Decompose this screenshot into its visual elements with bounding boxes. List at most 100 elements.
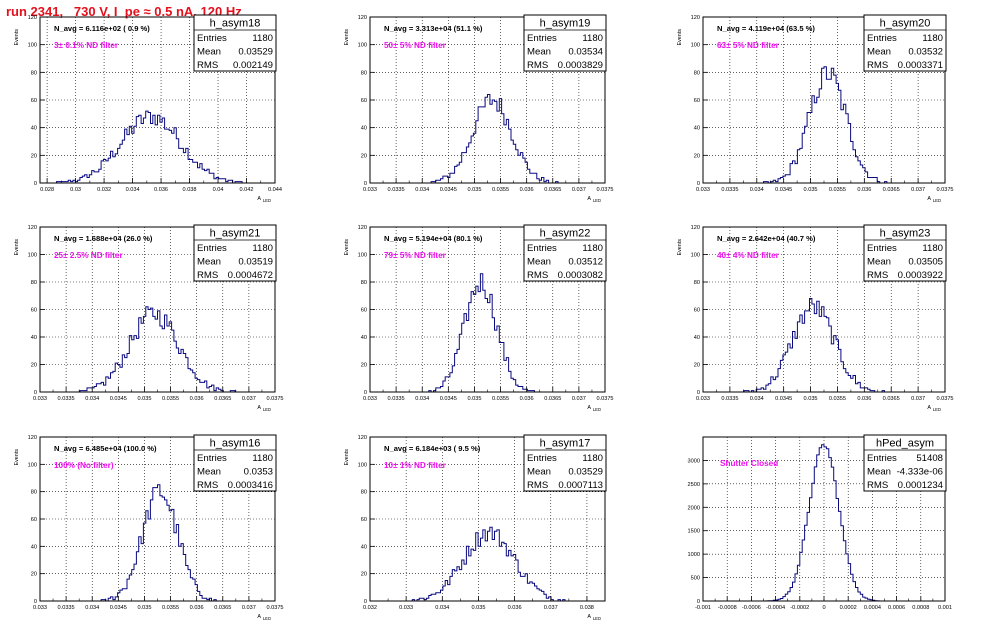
stats-title: h_asym16 (210, 438, 261, 450)
histogram-line (370, 526, 605, 602)
stats-label: Entries (867, 243, 897, 254)
x-tick-label: 0.036 (190, 396, 204, 402)
histogram-pad-h_asym17: 0.032 0.033 0.034 0.035 0.036 0.037 0.038 0 20 40… (344, 434, 607, 621)
x-tick-label: 0.0375 (936, 396, 953, 402)
y-tick-label: 120 (358, 15, 367, 21)
histogram-pad-h_asym16: 0.033 0.0335 0.034 0.0345 0.035 0.0355 0.036 0.… (14, 434, 284, 621)
x-tick-label: 0.0365 (883, 187, 900, 193)
stats-label: Mean (527, 257, 551, 268)
y-tick-label: 0 (364, 599, 367, 605)
stats-value: 0.03529 (238, 47, 273, 58)
stats-box (193, 14, 277, 72)
x-tick-label: 0.033 (363, 187, 377, 193)
y-tick-label: 1000 (688, 552, 700, 558)
stats-label: Mean (197, 257, 221, 268)
stats-label: RMS (197, 60, 218, 71)
stats-label: Entries (197, 453, 227, 464)
y-tick-label: 80 (361, 490, 367, 496)
stats-title: h_asym19 (540, 18, 591, 30)
stats-label: Mean (197, 47, 221, 58)
stats-label: Entries (197, 33, 227, 44)
x-tick-label: 0.04 (213, 187, 224, 193)
x-tick-label: 0.0335 (388, 396, 405, 402)
x-axis-title-sub: LED (263, 616, 271, 621)
x-axis-title: A (927, 405, 931, 411)
y-tick-label: 80 (694, 70, 700, 76)
y-tick-label: 100 (358, 462, 367, 468)
x-tick-label: 0.034 (750, 187, 764, 193)
x-tick-label: 0.037 (544, 605, 558, 611)
y-axis-title: Events (677, 29, 683, 46)
x-tick-label: 0.034 (750, 396, 764, 402)
y-tick-label: 20 (361, 572, 367, 578)
y-axis-title: Events (14, 29, 20, 46)
stats-value: 0.0003371 (898, 60, 943, 71)
x-axis-title: A (587, 614, 591, 620)
stats-value: 0.0003416 (228, 480, 273, 491)
filter-annotation: Shutter Closed (720, 459, 778, 468)
filter-annotation: 10± 1% ND filter (384, 461, 447, 470)
x-tick-label: 0.034 (415, 187, 429, 193)
navg-label: N_avg = 5.194e+04 (80.1 %) (384, 234, 483, 243)
stats-value: 0.03532 (908, 47, 943, 58)
y-tick-label: 40 (361, 126, 367, 132)
x-tick-label: 0.036 (190, 605, 204, 611)
stats-label: RMS (527, 270, 548, 281)
x-tick-label: 0.001 (938, 605, 952, 611)
histogram-pad-h_asym18: 0.028 0.03 0.032 0.034 0.036 0.038 0.04 0.042 0.… (14, 14, 282, 203)
x-tick-label: 0.03 (70, 187, 81, 193)
stats-value: 0.0353 (244, 467, 273, 478)
x-tick-label: 0.042 (240, 187, 254, 193)
stats-value: 0.0007113 (558, 480, 603, 491)
x-tick-label: 0.035 (137, 396, 151, 402)
stats-title: h_asym23 (880, 228, 931, 240)
stats-label: RMS (867, 60, 888, 71)
y-axis-title: Events (344, 239, 350, 256)
x-tick-label: 0.0375 (596, 396, 613, 402)
y-tick-label: 20 (31, 153, 37, 159)
x-tick-label: 0.0335 (58, 396, 75, 402)
y-axis-title: Events (14, 239, 20, 256)
x-tick-label: 0.036 (520, 187, 534, 193)
x-tick-label: 0.033 (33, 605, 47, 611)
x-tick-label: 0.036 (508, 605, 522, 611)
y-tick-label: 40 (694, 126, 700, 132)
y-tick-label: 20 (361, 363, 367, 369)
x-tick-label: 0.0365 (214, 605, 231, 611)
histogram-pad-h_asym22: 0.033 0.0335 0.034 0.0345 0.035 0.0355 0.036 0.… (344, 224, 614, 412)
stats-value: 1180 (252, 243, 273, 254)
y-tick-label: 80 (31, 490, 37, 496)
x-tick-label: 0.0006 (888, 605, 905, 611)
x-tick-label: 0.036 (154, 187, 168, 193)
histogram-line (370, 273, 605, 393)
x-axis-title: A (257, 196, 261, 202)
stats-value: 0.0001234 (898, 480, 944, 491)
stats-value: 0.0003829 (558, 60, 603, 71)
x-tick-label: 0.0355 (162, 605, 179, 611)
y-tick-label: 0 (697, 181, 700, 187)
stats-label: RMS (527, 480, 548, 491)
y-tick-label: 60 (361, 517, 367, 523)
x-tick-label: 0.035 (471, 605, 485, 611)
x-axis-title-sub: LED (933, 407, 941, 412)
x-tick-label: -0.001 (695, 605, 711, 611)
histogram-pad-h_asym21: 0.033 0.0335 0.034 0.0345 0.035 0.0355 0.036 0.… (14, 224, 284, 412)
stats-label: Entries (527, 243, 557, 254)
x-tick-label: 0.0365 (544, 396, 561, 402)
y-tick-label: 100 (691, 43, 700, 49)
x-tick-label: 0.0365 (214, 396, 231, 402)
x-tick-label: 0.033 (363, 396, 377, 402)
y-tick-label: 0 (364, 181, 367, 187)
x-tick-label: -0.0008 (718, 605, 737, 611)
y-axis-title: Events (14, 449, 20, 466)
x-tick-label: 0.035 (804, 396, 818, 402)
x-tick-label: -0.0004 (766, 605, 785, 611)
y-tick-label: 60 (361, 98, 367, 104)
y-tick-label: 60 (694, 308, 700, 314)
y-tick-label: 100 (28, 462, 37, 468)
stats-value: 1180 (922, 243, 943, 254)
x-tick-label: 0.0002 (840, 605, 857, 611)
x-tick-label: 0.0355 (829, 396, 846, 402)
x-tick-label: 0.0335 (721, 396, 738, 402)
stats-label: Mean (867, 467, 891, 478)
